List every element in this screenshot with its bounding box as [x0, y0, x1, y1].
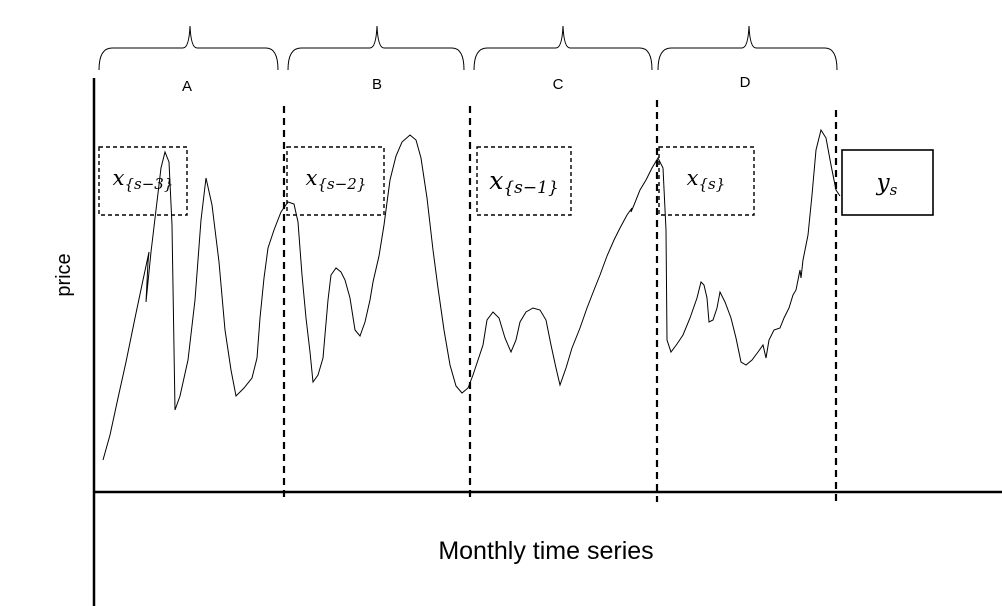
brace-d	[657, 25, 838, 71]
segment-label-d: D	[740, 74, 751, 91]
input-label-1-sub: {s−3}	[124, 175, 173, 193]
segment-braces	[98, 25, 838, 71]
y-axis-label: price	[53, 253, 75, 296]
input-label-2: x{s−2}	[306, 166, 367, 193]
input-box-1	[98, 146, 188, 216]
input-label-3-sub: {s−1}	[503, 178, 558, 198]
output-label-base: y	[876, 170, 891, 196]
segment-label-a: A	[182, 78, 192, 95]
brace-a	[98, 25, 279, 71]
input-box-2	[286, 146, 385, 216]
input-label-3-base: x	[489, 166, 503, 195]
input-label-2-sub: {s−2}	[317, 175, 366, 193]
input-label-4-base: x	[687, 166, 699, 190]
output-label-sub: s	[890, 181, 898, 199]
input-label-2-base: x	[306, 166, 318, 190]
input-label-1-base: x	[113, 166, 125, 190]
input-label-4: x{s}	[687, 166, 726, 193]
brace-c	[473, 25, 653, 71]
input-label-3: x{s−1}	[489, 166, 559, 198]
brace-b	[287, 25, 465, 71]
segment-label-b: B	[372, 76, 382, 93]
segment-label-c: C	[553, 76, 564, 93]
input-box-3	[476, 146, 572, 216]
input-box-4	[658, 146, 755, 216]
input-label-4-sub: {s}	[699, 175, 726, 193]
output-label: ys	[876, 170, 898, 199]
x-axis-label: Monthly time series	[438, 537, 653, 565]
input-label-1: x{s−3}	[113, 166, 174, 193]
output-box	[841, 149, 934, 216]
price-series-line	[102, 128, 841, 461]
